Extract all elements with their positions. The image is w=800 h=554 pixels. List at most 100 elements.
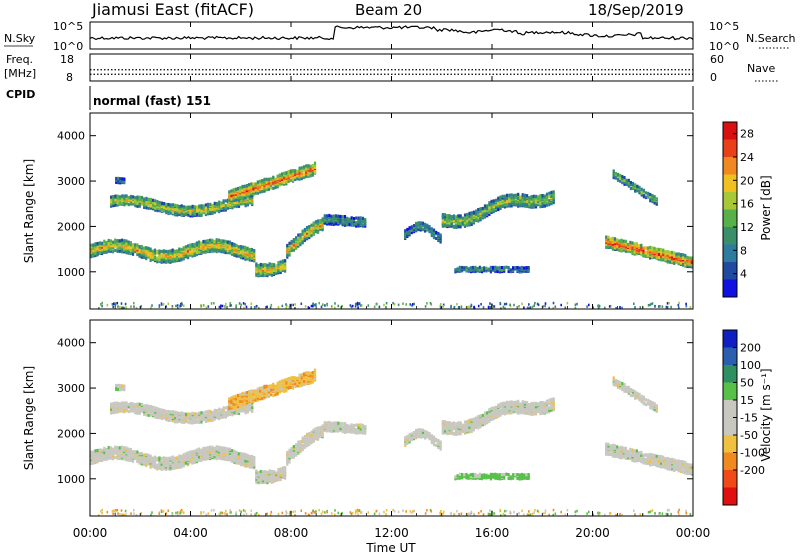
power-cell xyxy=(103,247,106,251)
power-cell xyxy=(171,306,174,309)
power-cell xyxy=(330,221,333,225)
velocity-cell xyxy=(310,433,313,437)
power-cell xyxy=(456,303,458,306)
velocity-cell xyxy=(281,466,284,470)
velocity-cell xyxy=(129,448,132,452)
power-cell xyxy=(660,254,663,258)
power-colorbar-tick-16: 16 xyxy=(740,198,754,211)
velocity-cell xyxy=(198,411,201,415)
power-cell xyxy=(114,248,117,252)
power-cell xyxy=(154,203,157,207)
power-cell xyxy=(313,304,316,307)
power-cell xyxy=(450,222,453,226)
power-cell xyxy=(503,302,506,306)
power-cell xyxy=(242,302,245,305)
velocity-cell xyxy=(202,411,205,415)
velocity-cell xyxy=(217,452,221,456)
power-cell xyxy=(281,172,284,176)
power-cell xyxy=(301,229,304,233)
velocity-cell xyxy=(162,460,165,464)
power-cell xyxy=(173,256,176,260)
power-cell xyxy=(488,306,490,309)
power-cell xyxy=(328,219,331,223)
power-cell xyxy=(211,207,214,211)
power-cell xyxy=(127,250,130,254)
power-cell xyxy=(114,303,117,306)
power-cell xyxy=(242,251,245,255)
power-cell xyxy=(235,243,238,247)
power-cell xyxy=(492,265,495,270)
velocity-cell xyxy=(308,442,311,447)
velocity-cell xyxy=(286,455,289,459)
power-cell xyxy=(169,208,172,212)
power-cell xyxy=(611,236,614,240)
power-cell xyxy=(517,199,520,203)
power-cell xyxy=(543,194,546,198)
power-cell xyxy=(263,177,266,181)
power-cell xyxy=(184,254,187,258)
power-cell xyxy=(588,303,590,307)
power-cell xyxy=(552,192,555,196)
power-cell xyxy=(158,200,161,205)
noise-panel: N.Sky 10^5 10^0 10^5 10^0 N.Search xyxy=(4,20,796,53)
velocity-cell xyxy=(213,408,216,412)
power-cell xyxy=(171,248,174,252)
power-cell xyxy=(424,305,427,308)
power-cell xyxy=(310,223,313,227)
velocity-cell xyxy=(125,405,128,409)
power-cell xyxy=(107,238,110,243)
power-cell xyxy=(101,247,104,252)
power-cell xyxy=(534,194,538,198)
power-cell xyxy=(115,180,118,184)
velocity-cell xyxy=(295,453,298,457)
power-cell xyxy=(167,205,170,209)
velocity-cell xyxy=(127,447,130,451)
velocity-cell xyxy=(198,418,201,422)
power-cell xyxy=(163,202,166,206)
power-cell xyxy=(185,205,188,209)
power-cell xyxy=(359,220,362,224)
power-cell xyxy=(508,193,511,197)
power-cell xyxy=(222,246,225,250)
velocity-cell xyxy=(239,456,243,460)
velocity-cell xyxy=(105,447,108,452)
velocity-cell xyxy=(246,453,249,457)
power-cell xyxy=(189,250,192,254)
power-cell xyxy=(117,176,120,180)
power-cell xyxy=(309,167,312,171)
power-cell xyxy=(474,265,477,269)
velocity-cell xyxy=(142,457,146,461)
power-cell xyxy=(521,302,523,306)
power-cell xyxy=(94,252,97,256)
power-cell xyxy=(222,239,225,243)
power-cell xyxy=(300,171,303,175)
power-cell xyxy=(134,196,137,200)
power-cell xyxy=(272,186,275,190)
velocity-cell xyxy=(233,458,236,462)
velocity-cell xyxy=(107,445,110,450)
velocity-cell xyxy=(149,454,152,458)
power-cell xyxy=(642,246,645,250)
velocity-cell xyxy=(288,460,291,464)
power-cell xyxy=(457,306,460,310)
power-cell xyxy=(204,206,207,210)
power-cell xyxy=(239,245,243,249)
power-cell xyxy=(218,205,221,209)
power-cell xyxy=(499,202,502,206)
power-cell xyxy=(234,190,237,194)
velocity-cell xyxy=(116,401,119,405)
velocity-cell xyxy=(138,405,141,409)
power-cell xyxy=(675,254,678,258)
power-cell xyxy=(233,247,236,251)
velocity-cell xyxy=(127,402,130,407)
power-cell xyxy=(618,247,621,251)
velocity-cell xyxy=(171,466,174,470)
power-cell xyxy=(502,305,505,309)
velocity-cell xyxy=(103,452,106,456)
power-cell xyxy=(325,214,329,218)
power-cell xyxy=(644,195,648,199)
power-cell xyxy=(317,219,320,223)
power-cell xyxy=(636,184,639,188)
velocity-cell xyxy=(198,451,201,455)
power-cell xyxy=(218,305,221,309)
